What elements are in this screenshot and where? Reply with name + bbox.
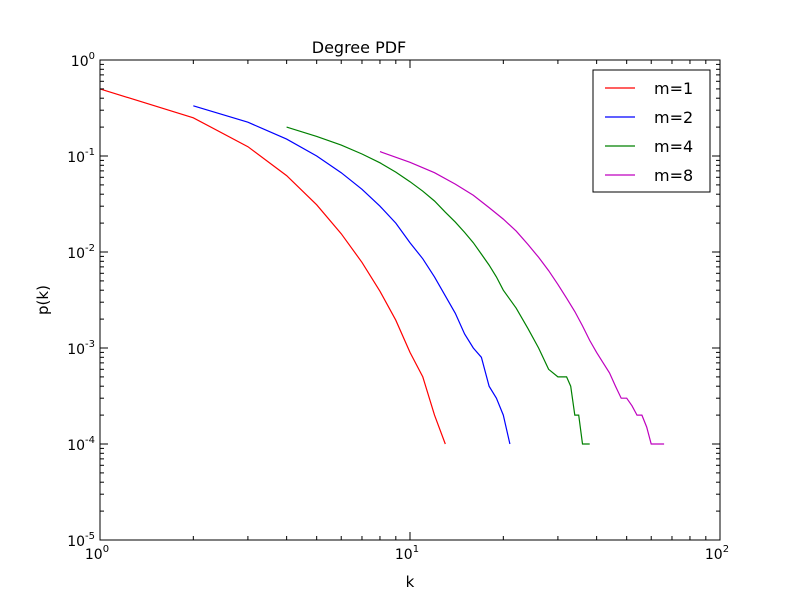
y-tick-label: 10-5 <box>67 531 95 550</box>
series-line-m=2 <box>193 105 511 445</box>
y-tick-label: 10-4 <box>67 435 95 454</box>
chart-title: Degree PDF <box>312 38 407 57</box>
y-tick-label: 10-1 <box>67 147 95 166</box>
x-tick-label: 100 <box>85 544 109 563</box>
x-tick-label: 101 <box>395 544 419 563</box>
x-tick-label: 102 <box>705 544 729 563</box>
series-line-m=8 <box>379 151 665 445</box>
x-axis-label: k <box>406 573 415 591</box>
series-line-m=4 <box>286 126 590 445</box>
series-layer <box>99 88 665 445</box>
y-tick-label: 100 <box>71 51 95 70</box>
y-tick-label: 10-3 <box>67 339 95 358</box>
series-line-m=1 <box>99 88 446 445</box>
legend-label: m=1 <box>654 79 693 98</box>
legend: m=1 m=2 m=4 m=8 <box>592 69 711 193</box>
ticks-layer: 100 101 102 10-5 10-4 10-3 10-2 10-1 100 <box>67 51 729 563</box>
y-tick-label: 10-2 <box>67 243 95 262</box>
legend-box <box>592 69 711 193</box>
legend-label: m=2 <box>654 108 693 127</box>
y-axis-label: p(k) <box>34 285 52 315</box>
legend-label: m=4 <box>654 137 693 156</box>
legend-label: m=8 <box>654 166 693 185</box>
